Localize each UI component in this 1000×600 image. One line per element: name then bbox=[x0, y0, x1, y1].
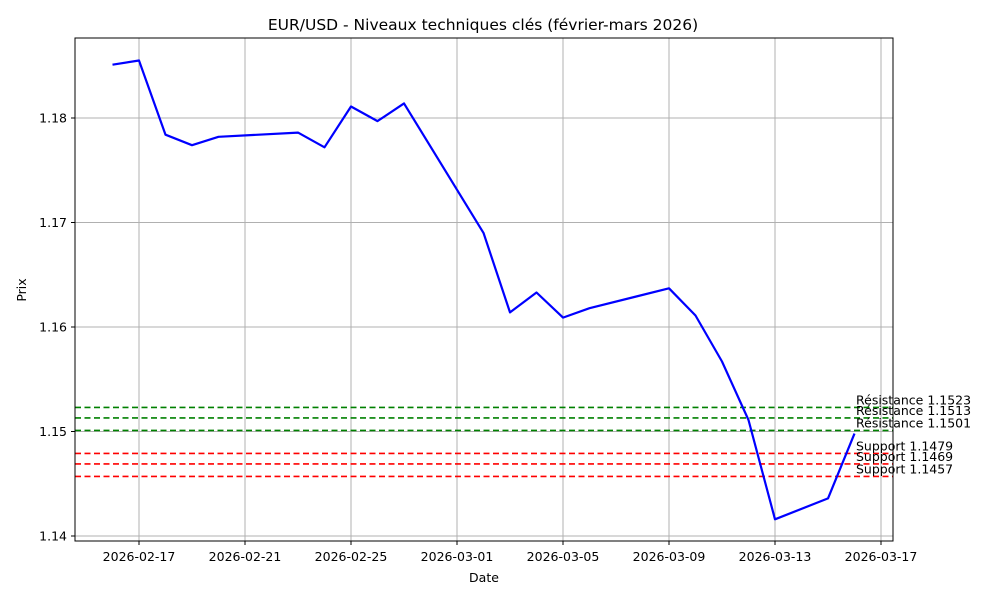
price-series bbox=[112, 59, 856, 521]
y-tick-label: 1.18 bbox=[39, 111, 67, 126]
x-tick-label: 2026-02-21 bbox=[209, 549, 282, 564]
chart-title: EUR/USD - Niveaux techniques clés (févri… bbox=[268, 16, 698, 34]
y-tick-label: 1.17 bbox=[39, 215, 67, 230]
y-axis-ticks: 1.14 1.15 1.16 1.17 1.18 bbox=[39, 111, 75, 544]
price-line bbox=[112, 59, 856, 521]
level-lines bbox=[75, 406, 893, 478]
y-tick-label: 1.16 bbox=[39, 320, 67, 335]
x-axis-label: Date bbox=[469, 570, 499, 585]
level-label: Support 1.1457 bbox=[856, 461, 953, 476]
x-tick-label: 2026-03-13 bbox=[739, 549, 812, 564]
x-tick-label: 2026-03-01 bbox=[421, 549, 494, 564]
grid-lines bbox=[75, 38, 893, 541]
x-tick-label: 2026-03-09 bbox=[633, 549, 706, 564]
level-label: Résistance 1.1513 bbox=[856, 403, 971, 418]
level-label: Support 1.1469 bbox=[856, 449, 953, 464]
level-label: Support 1.1479 bbox=[856, 438, 953, 453]
x-axis-ticks: 2026-02-17 2026-02-21 2026-02-25 2026-03-01… bbox=[103, 541, 918, 564]
plot-frame bbox=[74, 37, 894, 542]
x-tick-label: 2026-02-17 bbox=[103, 549, 176, 564]
level-label: Résistance 1.1523 bbox=[856, 392, 971, 407]
x-tick-label: 2026-02-25 bbox=[315, 549, 388, 564]
y-tick-label: 1.15 bbox=[39, 424, 67, 439]
y-tick-label: 1.14 bbox=[39, 529, 67, 544]
x-tick-label: 2026-03-05 bbox=[527, 549, 600, 564]
x-tick-label: 2026-03-17 bbox=[845, 549, 918, 564]
level-label: Résistance 1.1501 bbox=[856, 415, 971, 430]
y-axis-label: Prix bbox=[14, 278, 29, 301]
